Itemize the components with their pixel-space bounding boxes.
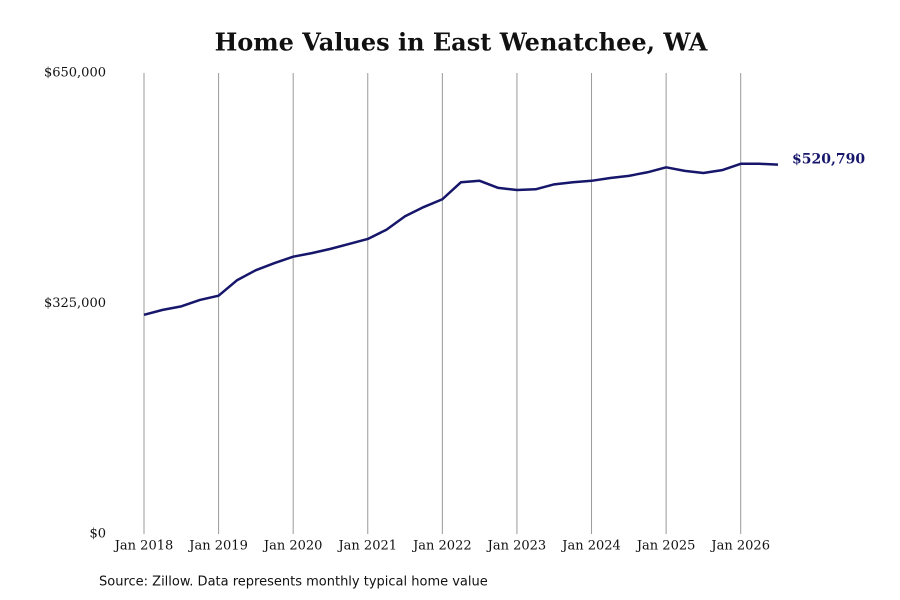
chart-title: Home Values in East Wenatchee, WA — [215, 28, 708, 57]
x-tick-label: Jan 2018 — [113, 539, 174, 554]
x-tick-label: Jan 2023 — [486, 539, 547, 554]
end-value-label: $520,790 — [792, 152, 865, 168]
x-tick-label: Jan 2021 — [336, 539, 397, 554]
source-note: Source: Zillow. Data represents monthly … — [99, 575, 488, 590]
x-tick-label: Jan 2025 — [635, 539, 696, 554]
y-tick-label: $0 — [89, 527, 106, 542]
y-tick-label: $650,000 — [44, 66, 106, 81]
x-tick-label: Jan 2026 — [709, 539, 770, 554]
x-tick-label: Jan 2020 — [262, 539, 323, 554]
line-series — [143, 162, 779, 317]
x-tick-label: Jan 2022 — [411, 539, 472, 554]
x-tick-label: Jan 2019 — [187, 539, 248, 554]
x-tick-label: Jan 2024 — [560, 539, 621, 554]
y-tick-label: $325,000 — [44, 296, 106, 311]
